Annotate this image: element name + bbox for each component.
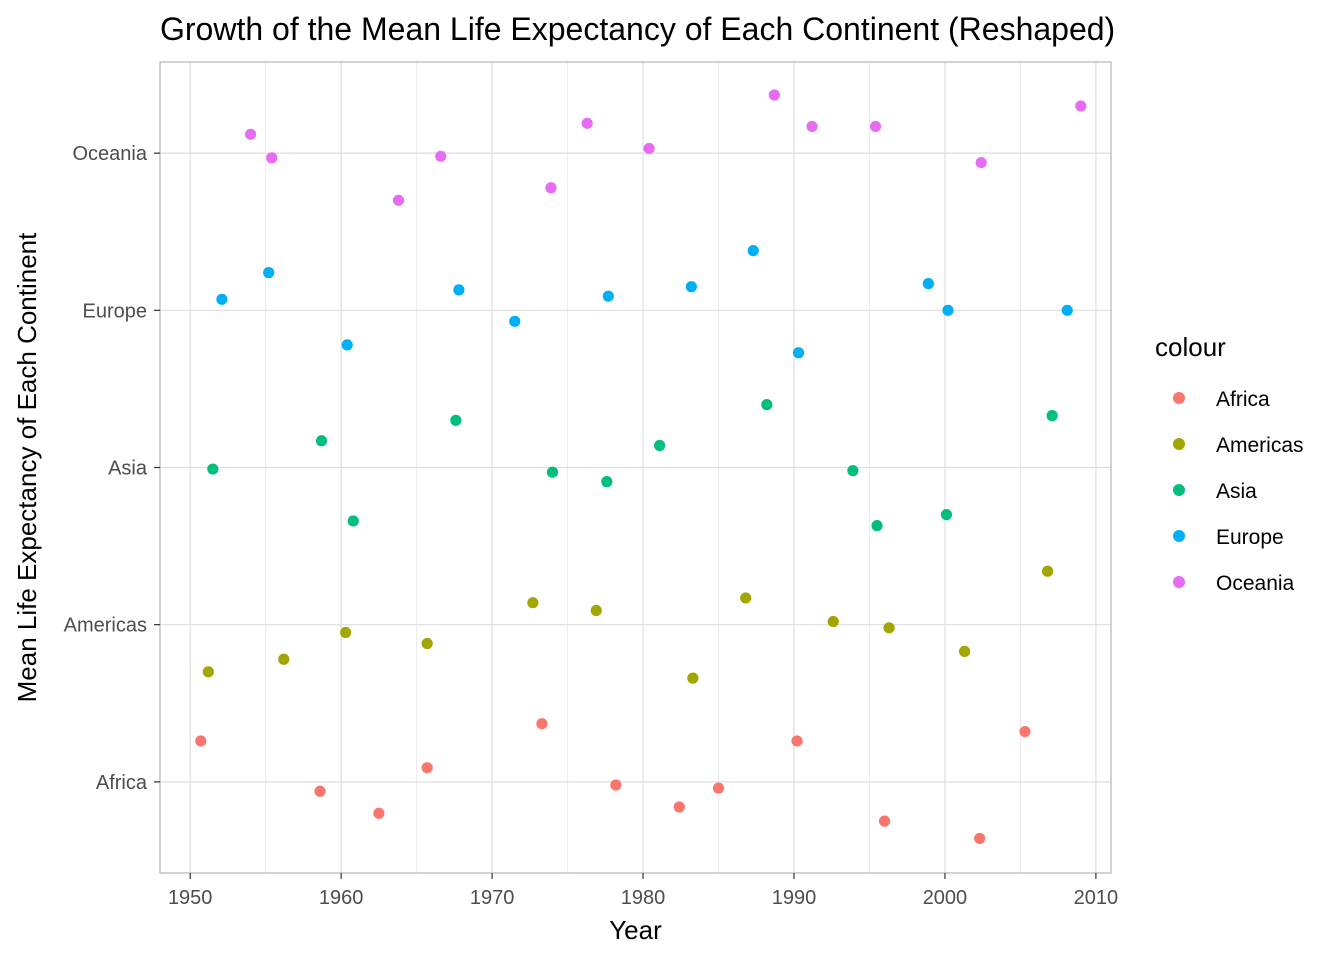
point-africa	[610, 779, 622, 791]
point-oceania	[581, 117, 593, 129]
point-asia	[1046, 410, 1058, 422]
point-africa	[314, 785, 326, 797]
point-asia	[761, 399, 773, 411]
point-europe	[1061, 304, 1073, 316]
x-axis-title: Year	[609, 915, 662, 945]
x-tick-label: 1950	[168, 887, 213, 909]
data-points	[195, 89, 1087, 845]
point-asia	[207, 463, 219, 475]
point-americas	[527, 597, 539, 609]
point-americas	[740, 592, 752, 604]
legend-key-africa	[1173, 392, 1185, 404]
point-asia	[847, 465, 859, 477]
point-africa	[974, 832, 986, 845]
point-europe	[341, 339, 353, 351]
point-africa	[791, 735, 803, 747]
point-americas	[421, 637, 433, 650]
legend-key-americas	[1173, 438, 1185, 450]
point-europe	[509, 315, 521, 327]
point-oceania	[1075, 100, 1087, 112]
legend-key-europe	[1173, 530, 1185, 542]
y-tick-label: Oceania	[73, 143, 148, 165]
y-tick-label: Europe	[83, 300, 148, 322]
x-tick-label: 1990	[772, 887, 817, 909]
point-europe	[685, 281, 697, 293]
y-tick-label: Asia	[108, 458, 148, 480]
point-oceania	[392, 194, 405, 206]
legend-label-africa: Africa	[1216, 388, 1270, 411]
point-europe	[942, 304, 954, 316]
point-asia	[871, 520, 883, 532]
point-europe	[792, 347, 805, 359]
legend: colour Africa Americas Asia Europe Oceania	[1155, 332, 1304, 595]
point-asia	[347, 515, 359, 527]
point-africa	[712, 782, 725, 794]
point-europe	[453, 284, 465, 296]
point-africa	[373, 807, 385, 819]
point-americas	[278, 653, 290, 665]
legend-key-asia	[1173, 484, 1185, 496]
point-africa	[195, 735, 207, 747]
x-tick-label: 1970	[470, 887, 515, 909]
point-oceania	[266, 152, 278, 164]
point-asia	[315, 435, 328, 447]
point-africa	[421, 762, 433, 774]
point-oceania	[768, 89, 780, 101]
point-europe	[747, 245, 759, 257]
point-oceania	[806, 120, 818, 133]
x-axis-ticks: 1950 1960 1970 1980 1990 2000 2010	[168, 873, 1118, 909]
point-oceania	[545, 182, 557, 194]
legend-label-oceania: Oceania	[1216, 572, 1295, 595]
point-africa	[1019, 725, 1031, 738]
point-americas	[202, 666, 214, 678]
x-tick-label: 1960	[319, 887, 364, 909]
y-axis-ticks: Africa Americas Asia Europe Oceania	[64, 143, 160, 794]
major-gridlines	[160, 62, 1111, 873]
point-oceania	[244, 128, 257, 140]
legend-items: Africa Americas Asia Europe Oceania	[1173, 388, 1304, 595]
y-tick-label: Americas	[64, 615, 147, 637]
legend-label-europe: Europe	[1216, 526, 1284, 549]
legend-title: colour	[1155, 332, 1226, 362]
point-americas	[687, 672, 699, 684]
x-tick-label: 2010	[1074, 887, 1119, 909]
chart-title: Growth of the Mean Life Expectancy of Ea…	[160, 11, 1115, 47]
point-oceania	[869, 120, 882, 133]
point-asia	[654, 439, 666, 452]
legend-key-oceania	[1173, 576, 1185, 588]
point-asia	[450, 414, 462, 426]
y-axis-title: Mean Life Expectancy of Each Continent	[12, 232, 42, 703]
point-americas	[958, 645, 971, 657]
point-europe	[922, 278, 934, 290]
legend-label-asia: Asia	[1216, 480, 1257, 503]
point-europe	[263, 267, 275, 279]
point-americas	[590, 604, 602, 617]
point-americas	[827, 615, 839, 628]
point-americas	[883, 622, 895, 634]
point-africa	[536, 718, 548, 730]
x-tick-label: 1980	[621, 887, 666, 909]
point-oceania	[975, 156, 987, 169]
point-europe	[602, 290, 614, 302]
point-americas	[340, 626, 352, 639]
y-tick-label: Africa	[96, 772, 148, 794]
point-asia	[601, 476, 613, 488]
point-americas	[1042, 565, 1054, 577]
point-europe	[216, 293, 228, 305]
point-africa	[878, 815, 891, 827]
point-asia	[546, 466, 559, 478]
point-africa	[673, 801, 685, 813]
legend-label-americas: Americas	[1216, 434, 1304, 457]
point-asia	[940, 509, 953, 521]
point-oceania	[435, 150, 447, 162]
point-oceania	[643, 142, 655, 155]
x-tick-label: 2000	[923, 887, 968, 909]
